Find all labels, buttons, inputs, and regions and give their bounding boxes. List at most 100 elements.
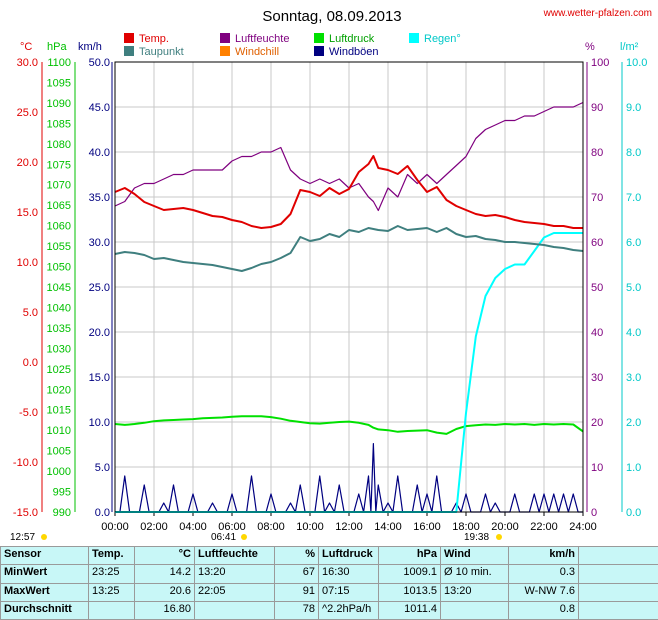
header-humidity-unit: %: [274, 545, 319, 566]
rain-unit-label: l/m²: [620, 41, 639, 53]
rain-tick-label: 1.0: [626, 462, 641, 474]
pressure-tick-label: 1070: [47, 180, 71, 192]
header-empty: [578, 545, 658, 566]
wind-tick-label: 10.0: [89, 417, 110, 429]
cell-pressure-time: 16:30: [318, 564, 379, 584]
cell-humidity-time: 22:05: [194, 582, 275, 602]
temp-tick-label: -10.0: [13, 457, 38, 469]
header-wind-unit: km/h: [508, 545, 579, 566]
rain-tick-label: 6.0: [626, 237, 641, 249]
rain-tick-label: 3.0: [626, 372, 641, 384]
pressure-tick-label: 1015: [47, 405, 71, 417]
sun-markers: 12:57 06:41 19:38: [10, 532, 502, 543]
legend-swatch-pressure: [314, 33, 324, 43]
humidity-tick-label: 10: [591, 462, 603, 474]
pressure-tick-label: 1030: [47, 343, 71, 355]
sunrise-label: 06:41: [211, 532, 236, 543]
cell-empty: [578, 564, 658, 584]
legend-swatch-humidity: [220, 33, 230, 43]
cell-pressure-time: 07:15: [318, 582, 379, 602]
pressure-tick-label: 1000: [47, 466, 71, 478]
x-tick-label: 02:00: [140, 521, 168, 533]
humidity-tick-label: 50: [591, 282, 603, 294]
temp-tick-label: 25.0: [17, 107, 38, 119]
x-tick-label: 14:00: [374, 521, 402, 533]
humidity-tick-label: 70: [591, 192, 603, 204]
cell-humidity-time: [194, 600, 275, 620]
legend-humidity: Luftfeuchte: [235, 33, 289, 45]
pressure-unit-label: hPa: [47, 41, 67, 53]
pressure-tick-label: 995: [53, 487, 71, 499]
humidity-tick-label: 80: [591, 147, 603, 159]
weather-chart: Sonntag, 08.09.2013 www.wetter-pfalzen.c…: [10, 8, 652, 543]
table-header-row: Sensor Temp. °C Luftfeuchte % Luftdruck …: [0, 545, 658, 566]
temp-tick-label: 10.0: [17, 257, 38, 269]
plot-grid: [115, 62, 583, 512]
humidity-tick-label: 20: [591, 417, 603, 429]
x-axis: 00:00 02:00 04:00 06:00 08:00 10:00 12:00 14:00…: [101, 512, 597, 533]
pressure-tick-label: 1050: [47, 262, 71, 274]
row-label: MaxWert: [0, 582, 89, 602]
rain-tick-label: 0.0: [626, 507, 641, 519]
wind-tick-label: 35.0: [89, 192, 110, 204]
wind-unit-label: km/h: [78, 41, 102, 53]
wind-tick-label: 0.0: [95, 507, 110, 519]
cell-empty: [578, 600, 658, 620]
wind-tick-label: 50.0: [89, 57, 110, 69]
legend-swatch-gust: [314, 46, 324, 56]
wind-tick-label: 15.0: [89, 372, 110, 384]
pressure-tick-label: 1010: [47, 425, 71, 437]
humidity-unit-label: %: [585, 41, 595, 53]
cell-temp-time: 13:25: [88, 582, 135, 602]
left-axes: 30.0 25.0 20.0 15.0 10.0 5.0 0.0 -5.0 -10.0 -15.0…: [13, 57, 113, 519]
pressure-tick-label: 1055: [47, 241, 71, 253]
cell-pressure-time: ^2.2hPa/h: [318, 600, 379, 620]
header-humidity: Luftfeuchte: [194, 545, 275, 566]
header-sensor: Sensor: [0, 545, 89, 566]
cell-temp-value: 14.2: [134, 564, 195, 584]
pressure-tick-label: 1040: [47, 302, 71, 314]
dewpoint-line: [114, 225, 584, 272]
moonrise-label: 12:57: [10, 532, 35, 543]
x-tick-label: 06:00: [218, 521, 246, 533]
pressure-tick-label: 990: [53, 507, 71, 519]
temp-tick-label: 5.0: [23, 307, 38, 319]
temp-line: [114, 155, 583, 229]
humidity-tick-label: 40: [591, 327, 603, 339]
humidity-tick-label: 0: [591, 507, 597, 519]
wind-tick-label: 40.0: [89, 147, 110, 159]
pressure-line: [114, 415, 584, 435]
cell-wind-value: 0.8: [508, 600, 579, 620]
temp-unit-label: °C: [20, 41, 32, 53]
wind-tick-label: 25.0: [89, 282, 110, 294]
header-pressure: Luftdruck: [318, 545, 379, 566]
humidity-tick-label: 100: [591, 57, 609, 69]
cell-temp-value: 20.6: [134, 582, 195, 602]
table-row: MinWert 23:25 14.2 13:20 67 16:30 1009.1…: [0, 564, 658, 584]
rain-tick-label: 8.0: [626, 147, 641, 159]
pressure-tick-label: 1025: [47, 364, 71, 376]
plot-frame: [114, 61, 584, 513]
x-tick-label: 04:00: [179, 521, 207, 533]
row-label: MinWert: [0, 564, 89, 584]
x-tick-label: 24:00: [569, 521, 597, 533]
legend: Temp. Luftfeuchte Luftdruck Regen° Taupu…: [124, 33, 461, 58]
pressure-tick-label: 1045: [47, 282, 71, 294]
cell-wind-value: 0.3: [508, 564, 579, 584]
pressure-tick-label: 1005: [47, 446, 71, 458]
legend-swatch-rain: [409, 33, 419, 43]
temp-tick-label: -15.0: [13, 507, 38, 519]
x-tick-label: 20:00: [491, 521, 519, 533]
sunrise-icon: [241, 534, 247, 540]
table-row: MaxWert 13:25 20.6 22:05 91 07:15 1013.5…: [0, 582, 658, 602]
legend-swatch-dew: [124, 46, 134, 56]
cell-temp-value: 16.80: [134, 600, 195, 620]
temp-tick-label: -5.0: [19, 407, 38, 419]
wind-tick-label: 5.0: [95, 462, 110, 474]
pressure-tick-label: 1090: [47, 98, 71, 110]
legend-temp: Temp.: [139, 33, 169, 45]
sunset-icon: [496, 534, 502, 540]
header-temp: Temp.: [88, 545, 135, 566]
site-url: www.wetter-pfalzen.com: [543, 8, 652, 19]
pressure-tick-label: 1060: [47, 221, 71, 233]
